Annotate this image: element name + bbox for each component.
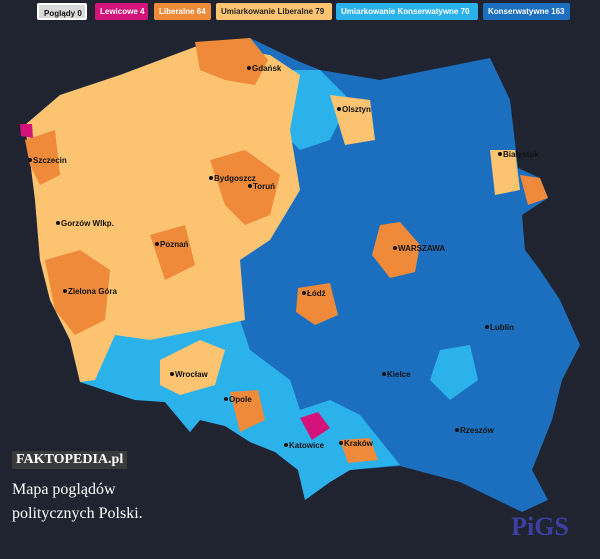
city-label: Wrocław [175, 370, 209, 379]
city-label: Rzeszów [460, 426, 495, 435]
legend-button[interactable]: Poglądy 0 [37, 3, 87, 20]
city-dot [28, 158, 32, 162]
city-dot [155, 242, 159, 246]
city-dot [337, 107, 341, 111]
city-dot [498, 152, 502, 156]
region-umiarkowanie-konserwatywne [430, 345, 478, 400]
city-dot [224, 397, 228, 401]
city-label: Katowice [289, 441, 325, 450]
city-label: Olsztyn [342, 105, 371, 114]
region-liberalne [230, 390, 265, 432]
legend-button[interactable]: Liberalne 64 [154, 3, 211, 20]
city-dot [248, 184, 252, 188]
city-dot [247, 66, 251, 70]
city-label: Bydgoszcz [214, 174, 256, 183]
city-label: Szczecin [33, 156, 67, 165]
region-liberalne [372, 222, 420, 278]
city-dot [382, 372, 386, 376]
city-label: Kraków [344, 439, 374, 448]
city-dot [63, 289, 67, 293]
caption: Mapa poglądów politycznych Polski. [12, 481, 143, 522]
city-label: Poznań [160, 240, 189, 249]
region-liberalne [296, 283, 338, 325]
region-liberalne [210, 150, 280, 225]
region-liberalne [520, 175, 548, 205]
city-dot [393, 246, 397, 250]
legend-button[interactable]: Umiarkowanie Konserwatywne 70 [336, 3, 478, 20]
legend-button[interactable]: Konserwatywne 163 [483, 3, 570, 20]
city-label: Lublin [490, 323, 514, 332]
city-dot [455, 428, 459, 432]
city-label: Gorzów Wlkp. [61, 219, 114, 228]
region-liberalne [150, 225, 195, 280]
region-liberalne [45, 250, 110, 335]
logo: PiGS [511, 512, 569, 541]
city-labels: Gdańsk Olsztyn Szczecin Białystok BydgoszczT… [28, 64, 539, 450]
city-label: Białystok [503, 150, 539, 159]
watermark: FAKTOPEDIA.pl [12, 451, 128, 469]
city-label: Zielona Góra [68, 287, 117, 296]
legend-button[interactable]: Lewicowe 4 [95, 3, 148, 20]
city-dot [170, 372, 174, 376]
city-dot [485, 325, 489, 329]
region-umiarkowanie-liberalne [330, 95, 375, 145]
region-liberalne [25, 130, 60, 185]
city-dot [302, 291, 306, 295]
city-dot [339, 441, 343, 445]
region-umiarkowanie-liberalne [490, 150, 520, 195]
region-liberalne [340, 438, 378, 463]
city-label: Gdańsk [252, 64, 282, 73]
legend-button[interactable]: Umiarkowanie Liberalne 79 [216, 3, 332, 20]
city-dot [284, 443, 288, 447]
city-label: Kielce [387, 370, 411, 379]
region-liberalne [195, 38, 268, 85]
city-label: Opole [229, 395, 252, 404]
city-label: Toruń [253, 182, 275, 191]
region-umiarkowanie-liberalne [160, 340, 225, 395]
region-lewicowe [20, 124, 33, 138]
city-dot [56, 221, 60, 225]
region-lewicowe [300, 412, 330, 440]
city-label: WARSZAWA [398, 244, 445, 253]
city-dot [209, 176, 213, 180]
city-label: Łódź [307, 289, 326, 298]
